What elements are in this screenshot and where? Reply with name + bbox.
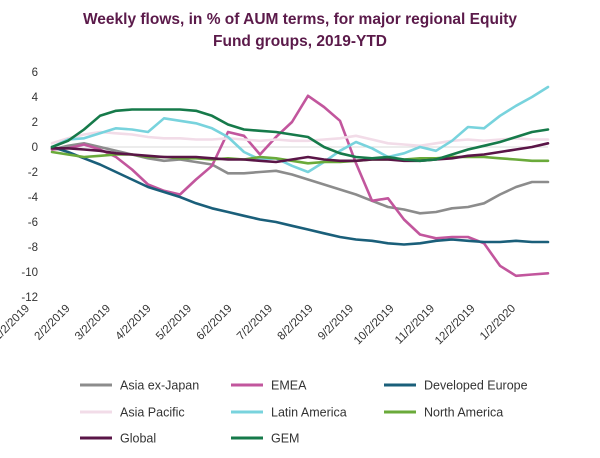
x-tick-label: 1/2/2019 — [0, 303, 32, 343]
x-tick-label: 3/2/2019 — [73, 303, 113, 343]
x-tick-label: 4/2/2019 — [113, 303, 153, 343]
series-line-global — [50, 142, 550, 164]
series-line-gem — [50, 108, 550, 163]
x-tick-label: 5/2/2019 — [154, 303, 194, 343]
x-tick-label: 8/2/2019 — [275, 303, 315, 343]
y-tick-label: 0 — [32, 142, 38, 154]
chart-title-line-1: Weekly flows, in % of AUM terms, for maj… — [82, 11, 518, 28]
y-tick-label: 4 — [32, 92, 39, 104]
x-tick-label: 6/2/2019 — [194, 303, 234, 343]
legend-label-latin-america: Latin America — [271, 406, 347, 420]
chart-title-line-2: Fund groups, 2019-YTD — [213, 33, 387, 50]
y-tick-label: -12 — [21, 292, 38, 304]
legend-label-asia-pacific: Asia Pacific — [120, 406, 185, 420]
y-tick-label: -4 — [28, 192, 39, 204]
legend-label-global: Global — [120, 432, 156, 446]
series-line-emea — [50, 94, 550, 278]
series-line-asia-pacific — [50, 130, 550, 148]
y-tick-label: 2 — [32, 117, 38, 129]
legend-label-emea: EMEA — [271, 379, 307, 393]
y-tick-label: -8 — [28, 242, 38, 254]
x-tick-label: 7/2/2019 — [235, 303, 275, 343]
y-tick-label: 6 — [32, 67, 38, 79]
x-tick-label: 9/2/2019 — [316, 303, 356, 343]
x-tick-label: 11/2/2019 — [393, 303, 437, 347]
series-line-developed-europe — [50, 145, 550, 246]
series-line-latin-america — [50, 85, 550, 174]
x-tick-label: 10/2/2019 — [352, 303, 397, 348]
y-tick-label: -6 — [28, 217, 38, 229]
legend-label-north-america: North America — [424, 406, 503, 420]
y-tick-label: -2 — [28, 167, 38, 179]
legend-label-developed-europe: Developed Europe — [424, 379, 528, 393]
x-tick-label: 12/2/2019 — [433, 303, 478, 348]
x-tick-label: 2/2/2019 — [32, 303, 72, 343]
legend-label-gem: GEM — [271, 432, 299, 446]
legend-label-asia-ex-japan: Asia ex-Japan — [120, 379, 199, 393]
x-tick-label: 1/2/2020 — [478, 303, 518, 343]
y-tick-label: -10 — [21, 267, 38, 279]
